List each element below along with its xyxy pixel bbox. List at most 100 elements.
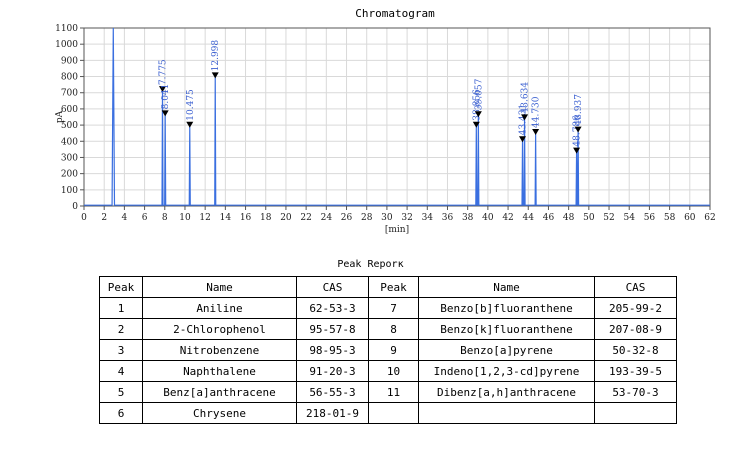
header-peak: Peak [99, 276, 143, 298]
table-cell: 91-20-3 [296, 360, 369, 382]
table-cell: Benzo[b]fluoranthene [418, 297, 595, 319]
x-tick-label: 32 [401, 213, 412, 223]
peak-marker [521, 114, 529, 121]
peak-marker [573, 147, 581, 154]
peak-marker [472, 121, 480, 128]
y-tick-label: 500 [61, 121, 78, 131]
peak-label: 43.431 [519, 104, 529, 136]
y-tick-label: 100 [61, 186, 78, 196]
table-cell: Chrysene [142, 402, 297, 424]
table-cell: 95-57-8 [296, 318, 369, 340]
peak-marker [574, 126, 582, 133]
table-cell: 207-08-9 [594, 318, 677, 340]
peak-label: 48.937 [574, 94, 584, 126]
x-tick-label: 42 [502, 213, 513, 223]
x-tick-label: 60 [684, 213, 696, 223]
table-cell: 218-01-9 [296, 402, 369, 424]
table-cell: 4 [99, 360, 143, 382]
table-cell: 8 [368, 318, 419, 340]
table-cell: Indeno[1,2,3-cd]pyrene [418, 360, 595, 382]
x-tick-label: 28 [361, 213, 373, 223]
peak-label: 7.775 [159, 59, 169, 85]
header-peak: Peak [368, 276, 419, 298]
y-tick-label: 1100 [55, 24, 78, 34]
x-tick-label: 38 [462, 213, 474, 223]
y-tick-label: 1000 [55, 40, 78, 50]
table-cell: 6 [99, 402, 143, 424]
x-axis-label: [min] [385, 225, 409, 235]
table-cell: Benz[a]anthracene [142, 381, 297, 403]
x-tick-label: 12 [199, 213, 210, 223]
table-cell: 3 [99, 339, 143, 361]
table-cell: 62-53-3 [296, 297, 369, 319]
grid [83, 27, 711, 207]
y-tick-label: 800 [61, 73, 78, 83]
table-cell: 1 [99, 297, 143, 319]
x-tick-label: 8 [162, 213, 168, 223]
peak-label: 8.041 [161, 84, 171, 110]
peak-marker [161, 110, 169, 117]
chart-title: Chromatogram [355, 7, 435, 20]
table-cell: Benzo[a]pyrene [418, 339, 595, 361]
header-cas: CAS [594, 276, 677, 298]
table-cell [368, 402, 419, 424]
x-tick-label: 6 [142, 213, 148, 223]
table-cell [418, 402, 595, 424]
peak-label: 43.634 [521, 82, 531, 114]
x-tick-label: 34 [422, 213, 434, 223]
x-tick-label: 40 [482, 213, 494, 223]
table-cell: 2 [99, 318, 143, 340]
table-cell: Nitrobenzene [142, 339, 297, 361]
x-tick-label: 46 [543, 213, 555, 223]
plot-frame [83, 27, 711, 207]
y-tick-label: 300 [61, 153, 78, 163]
peak-marker [159, 86, 167, 93]
x-tick-label: 14 [220, 213, 232, 223]
peak-report-table: Peak Name CAS Peak Name CAS 1 Aniline 62… [99, 276, 677, 424]
table-cell: 56-55-3 [296, 381, 369, 403]
table-cell: Benzo[k]fluoranthene [418, 318, 595, 340]
table-cell: Aniline [142, 297, 297, 319]
table-cell: 53-70-3 [594, 381, 677, 403]
peak-label: 39.057 [474, 78, 484, 110]
table-cell: 2-Chlorophenol [142, 318, 297, 340]
peak-marker [186, 121, 194, 128]
table-row: 6 Chrysene 218-01-9 [99, 402, 677, 424]
x-tick-label: 52 [603, 213, 614, 223]
x-tick-label: 2 [101, 213, 107, 223]
table-cell: Naphthalene [142, 360, 297, 382]
x-tick-label: 20 [280, 213, 292, 223]
header-cas: CAS [296, 276, 369, 298]
table-cell: 193-39-5 [594, 360, 677, 382]
x-tick-label: 16 [240, 213, 252, 223]
y-tick-label: 900 [61, 56, 78, 66]
table-header-row: Peak Name CAS Peak Name CAS [99, 276, 677, 298]
table-cell: 5 [99, 381, 143, 403]
x-tick-label: 26 [341, 213, 353, 223]
peak-label: 10.475 [186, 89, 196, 121]
x-tick-label: 36 [442, 213, 454, 223]
table-cell: 7 [368, 297, 419, 319]
table-row: 4 Naphthalene 91-20-3 10 Indeno[1,2,3-cd… [99, 360, 677, 382]
table-cell: Dibenz[a,h]anthracene [418, 381, 595, 403]
x-tick-label: 4 [122, 213, 128, 223]
y-tick-label: 700 [61, 89, 78, 99]
table-cell: 9 [368, 339, 419, 361]
table-title: Peak Reporк [337, 259, 404, 270]
x-tick-label: 44 [523, 213, 535, 223]
y-tick-label: 400 [61, 137, 78, 147]
y-tick-label: 600 [61, 105, 78, 115]
x-tick-label: 24 [321, 213, 333, 223]
table-cell: 11 [368, 381, 419, 403]
table-cell: 10 [368, 360, 419, 382]
chromatogram-trace [84, 27, 710, 206]
table-cell: 50-32-8 [594, 339, 677, 361]
peak-label: 38.856 [472, 89, 482, 121]
x-tick-label: 62 [704, 213, 715, 223]
table-cell: 98-95-3 [296, 339, 369, 361]
x-tick-label: 50 [583, 213, 595, 223]
peak-marker [532, 128, 540, 135]
peak-marker [211, 72, 219, 79]
